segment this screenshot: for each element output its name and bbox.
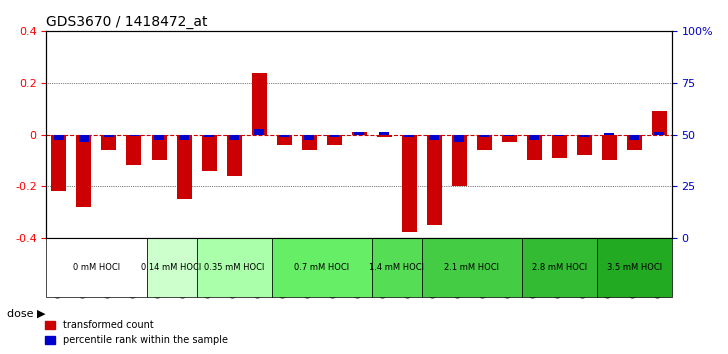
Text: 0.35 mM HOCl: 0.35 mM HOCl [204,263,264,272]
Bar [577,135,592,155]
Bar [454,135,464,142]
Bar [552,135,566,158]
Bar [146,238,197,297]
Bar [79,135,90,142]
Bar [404,135,414,137]
Bar [529,135,539,140]
Bar [597,238,672,297]
Bar [521,238,597,297]
Bar [327,135,341,145]
Bar [354,132,364,135]
Text: 0.14 mM HOCl: 0.14 mM HOCl [141,263,202,272]
Bar [52,135,66,191]
Text: dose ▶: dose ▶ [7,308,46,318]
Bar [76,135,92,207]
Bar [279,135,289,137]
Bar [254,129,264,135]
Bar [371,238,422,297]
Text: GDS3670 / 1418472_at: GDS3670 / 1418472_at [47,15,208,29]
Bar [579,135,590,137]
Legend: transformed count, percentile rank within the sample: transformed count, percentile rank withi… [41,316,232,349]
Bar [176,135,191,199]
Bar [272,238,371,297]
Bar [654,132,665,135]
Bar [252,73,266,135]
Bar [477,135,491,150]
Bar [103,135,114,137]
Bar [47,238,146,297]
Bar [479,135,489,137]
Bar [627,135,641,150]
Text: 0.7 mM HOCl: 0.7 mM HOCl [294,263,349,272]
Bar [277,135,291,145]
Bar [629,135,639,140]
Bar [301,135,317,150]
Bar [226,135,242,176]
Bar [652,111,667,135]
Bar [427,135,442,225]
Bar [429,135,439,140]
Bar [526,135,542,160]
Bar [554,135,564,136]
Bar [304,135,314,140]
Bar [202,135,216,171]
Bar [129,135,139,136]
Text: 3.5 mM HOCl: 3.5 mM HOCl [606,263,662,272]
Bar [127,135,141,165]
Text: 1.4 mM HOCl: 1.4 mM HOCl [369,263,424,272]
Bar [402,135,416,233]
Bar [601,135,617,160]
Bar [154,135,165,140]
Text: 0 mM HOCl: 0 mM HOCl [73,263,120,272]
Bar [179,135,189,140]
Bar [504,135,515,136]
Bar [54,135,64,140]
Text: 2.1 mM HOCl: 2.1 mM HOCl [444,263,499,272]
Bar [604,133,614,135]
Bar [151,135,167,160]
Bar [502,135,517,142]
Bar [352,132,367,135]
Bar [379,132,389,135]
Bar [204,135,214,137]
Bar [422,238,521,297]
Bar [451,135,467,186]
Text: 2.8 mM HOCl: 2.8 mM HOCl [531,263,587,272]
Bar [197,238,272,297]
Bar [229,135,240,140]
Bar [329,135,339,137]
Bar [376,135,392,137]
Bar [101,135,116,150]
